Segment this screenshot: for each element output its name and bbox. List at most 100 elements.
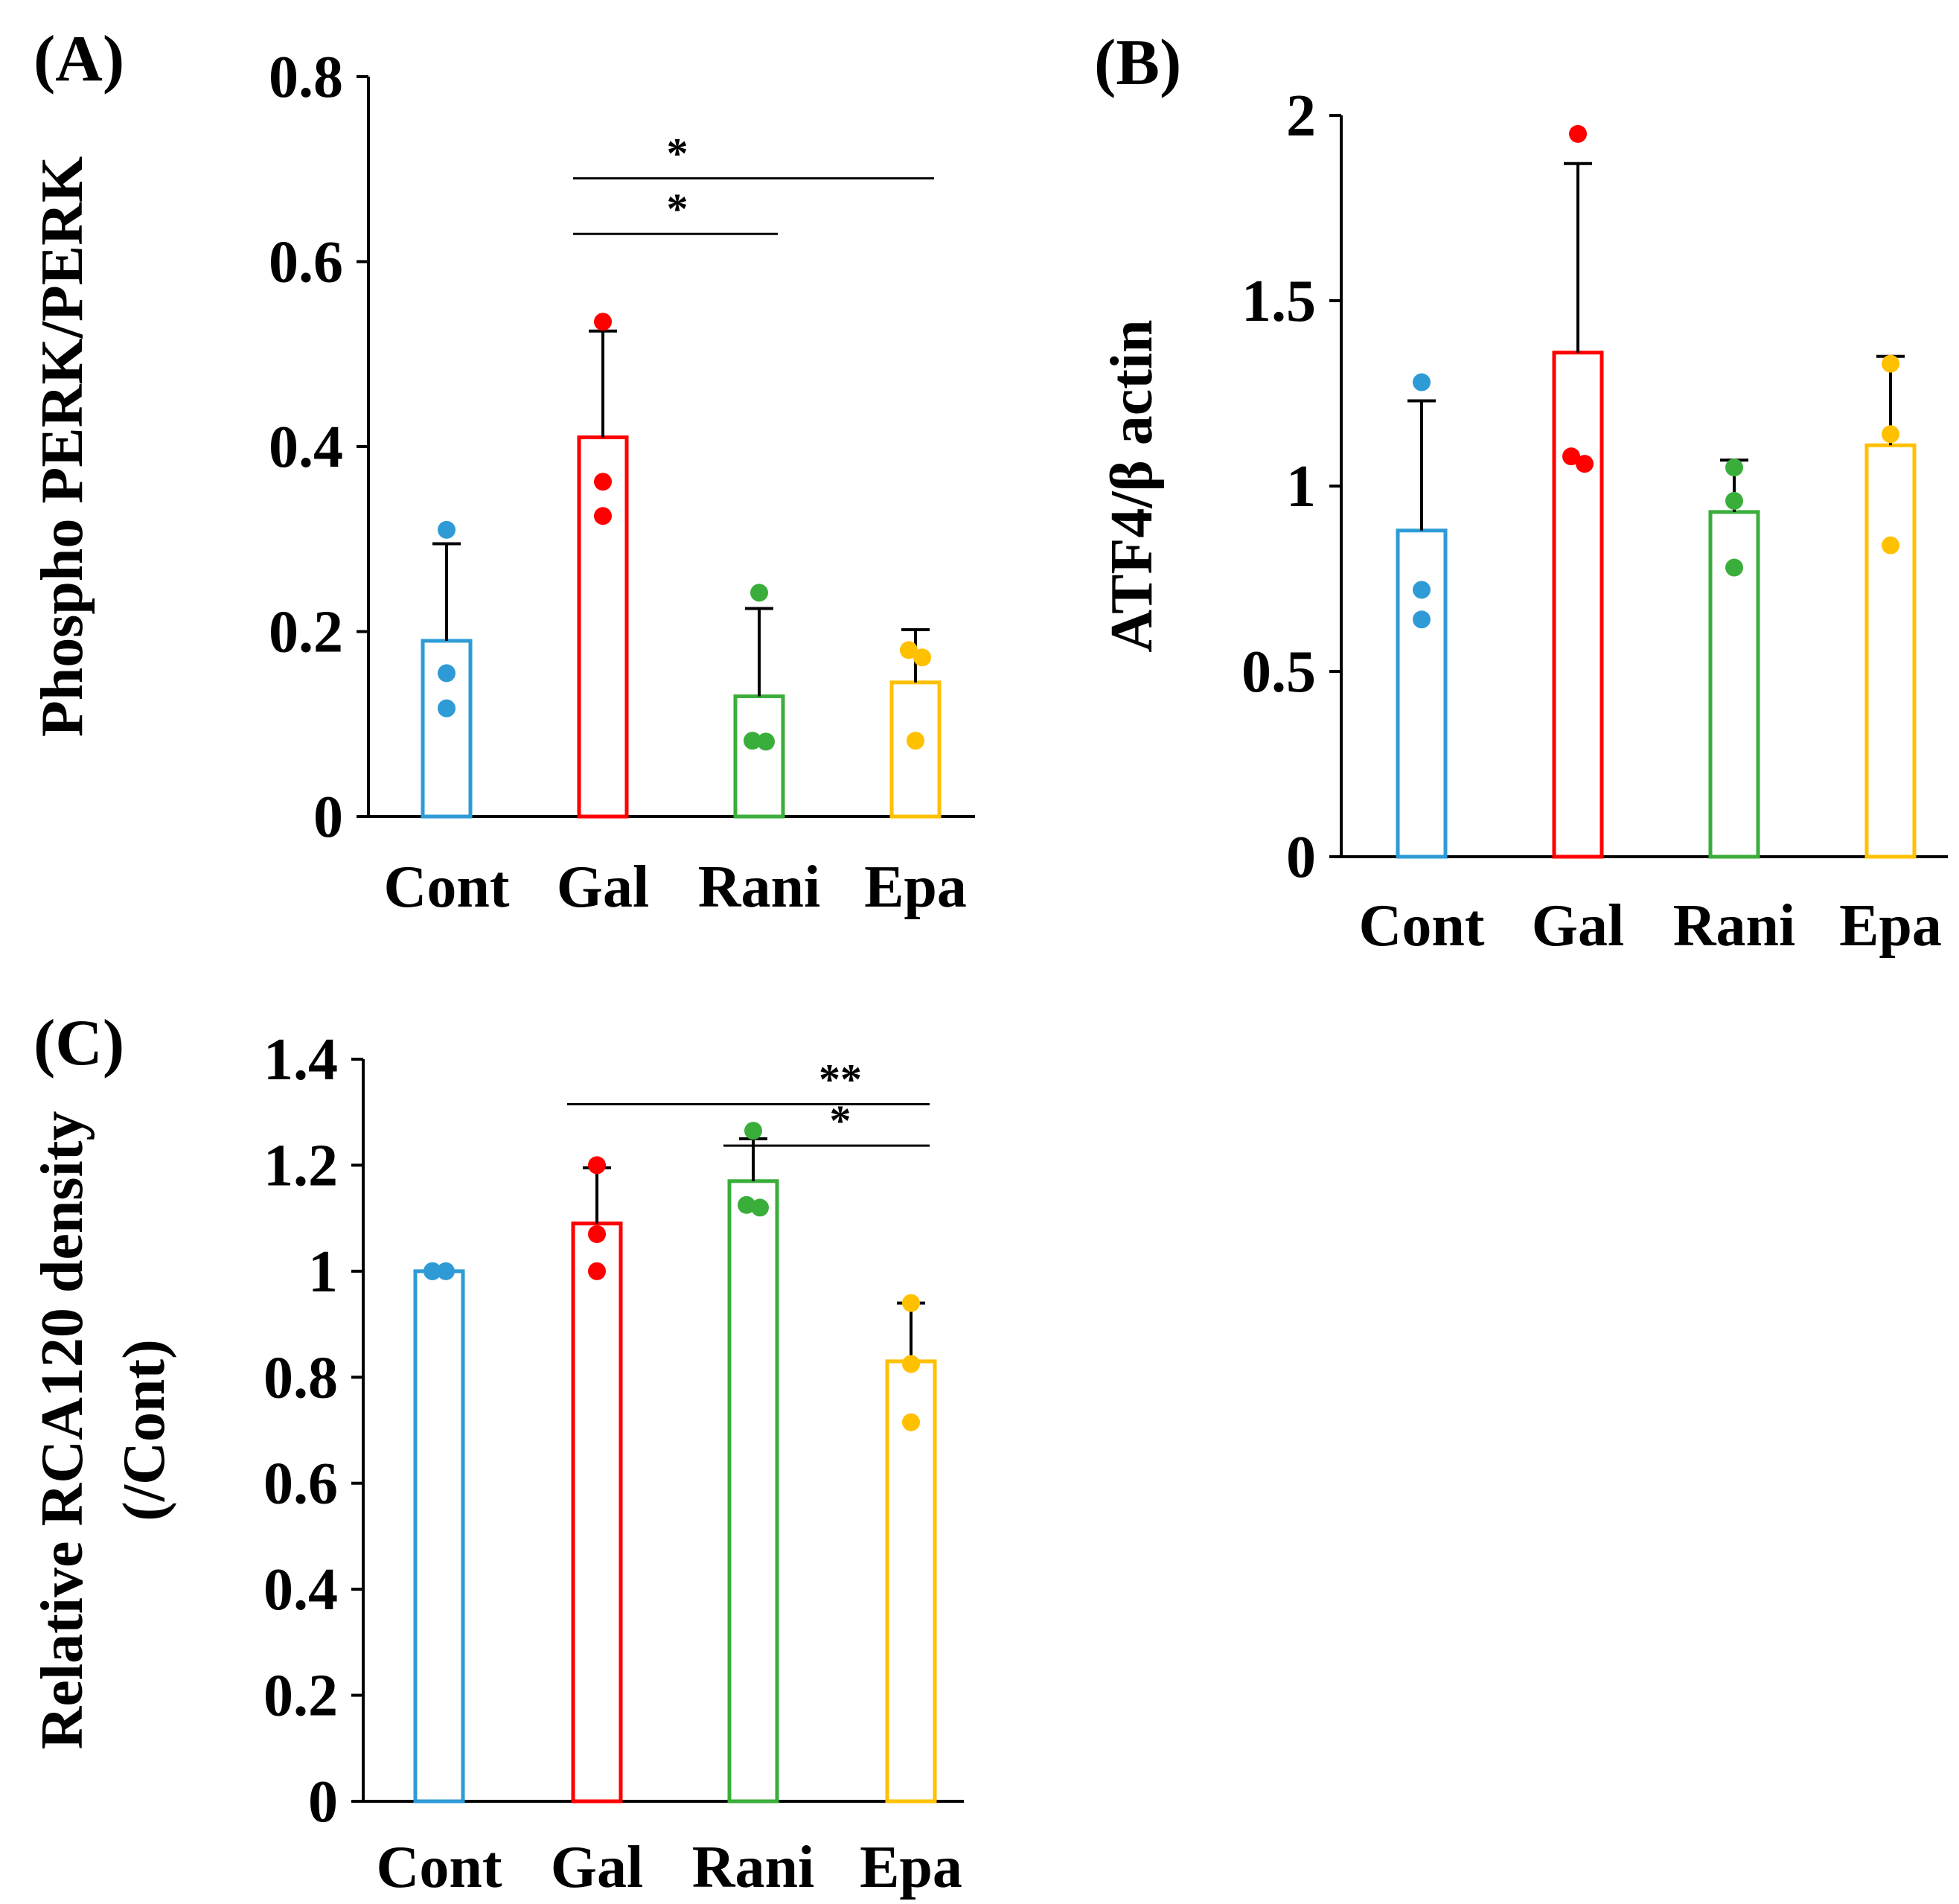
- y-tick-label: 1.2: [263, 1133, 338, 1198]
- data-point: [902, 1355, 920, 1373]
- x-category-label: Epa: [1839, 893, 1942, 959]
- panel-label-b: (B): [1094, 27, 1181, 99]
- data-point: [424, 1262, 441, 1280]
- bar-group-epa: [1864, 354, 1917, 859]
- bar-epa: [885, 1359, 937, 1804]
- data-point: [907, 732, 924, 750]
- x-category-label: Cont: [377, 1835, 502, 1900]
- data-point: [1725, 459, 1743, 477]
- chart-panel-a: (A) Phospho PERK/PERK 0 0.2 0.4 0.6 0.8 Cont Gal…: [30, 23, 975, 920]
- data-point: [588, 1156, 606, 1175]
- significance-label: *: [830, 1096, 851, 1145]
- panel-label-a: (A): [33, 23, 124, 95]
- y-tick-label: 0.6: [263, 1451, 338, 1517]
- y-tick-label: 2: [1286, 83, 1316, 149]
- x-category-label: Cont: [384, 854, 510, 920]
- y-tick-label: 0: [1286, 825, 1316, 890]
- data-point: [1413, 610, 1431, 629]
- data-point: [1725, 491, 1743, 510]
- bar-group-gal: [577, 313, 629, 819]
- data-point: [757, 732, 775, 751]
- y-tick-label: 0.2: [263, 1664, 338, 1729]
- data-point: [438, 699, 456, 718]
- bar-rani: [727, 1179, 779, 1804]
- chart-panel-b: (B) ATF4/β actin 0 0.5 1 1.5 2 Cont Gal Rani Epa: [1094, 27, 1948, 959]
- panel-label-c: (C): [33, 1007, 124, 1079]
- x-category-label: Epa: [864, 854, 967, 920]
- data-point: [1725, 558, 1743, 577]
- y-tick-label: 1.4: [263, 1027, 338, 1093]
- data-point: [588, 1262, 606, 1280]
- bar-cont: [413, 1269, 465, 1804]
- bar-cont: [1396, 528, 1448, 859]
- data-point: [438, 664, 456, 683]
- data-point: [1576, 455, 1594, 473]
- x-category-label: Epa: [860, 1835, 962, 1900]
- data-point: [1413, 581, 1431, 599]
- bar-group-epa: [889, 628, 942, 819]
- x-category-label: Rani: [1673, 893, 1796, 959]
- data-point: [913, 648, 931, 667]
- x-category-label: Rani: [698, 854, 821, 920]
- significance-label: **: [819, 1055, 862, 1104]
- data-point: [594, 473, 612, 491]
- y-tick-label: 0.8: [269, 45, 343, 110]
- x-category-label: Gal: [551, 1835, 643, 1900]
- data-point: [1882, 425, 1899, 444]
- data-point: [1413, 373, 1431, 392]
- y-tick-label: 0.8: [263, 1345, 338, 1411]
- y-tick-label: 1.5: [1241, 269, 1316, 334]
- bar-gal: [571, 1221, 623, 1804]
- data-point: [744, 1122, 762, 1140]
- y-tick-label: 0: [313, 785, 343, 850]
- y-tick-label: 0.4: [269, 415, 343, 480]
- x-category-label: Rani: [692, 1835, 815, 1900]
- data-point: [1882, 536, 1899, 555]
- x-category-label: Gal: [1532, 893, 1624, 959]
- data-point: [1562, 447, 1580, 466]
- bar-epa: [1864, 443, 1917, 859]
- data-point: [438, 520, 456, 539]
- data-point: [900, 641, 918, 659]
- data-point: [751, 1198, 769, 1217]
- y-tick-label: 1: [308, 1239, 338, 1305]
- data-point: [594, 507, 612, 525]
- y-tick-label: 1: [1286, 454, 1316, 520]
- bar-group-cont: [421, 520, 473, 819]
- y-axis-title-line: ATF4/β actin: [1099, 319, 1165, 652]
- y-tick-label: 0.2: [269, 600, 343, 665]
- significance-label: *: [667, 130, 688, 178]
- bar-gal: [1552, 351, 1604, 859]
- x-category-label: Cont: [1359, 893, 1485, 959]
- data-point: [738, 1195, 755, 1214]
- bar-group-cont: [413, 1262, 465, 1804]
- y-axis-title: Relative RCA120 density (/Cont): [30, 1111, 177, 1750]
- bar-group-gal: [571, 1156, 623, 1804]
- y-tick-label: 0.5: [1241, 639, 1316, 705]
- bar-group-rani: [727, 1122, 779, 1804]
- y-axis-title-line: (/Cont): [112, 1339, 177, 1521]
- y-axis-title: ATF4/β actin: [1099, 319, 1165, 652]
- bar-gal: [577, 435, 629, 819]
- data-point: [594, 313, 612, 331]
- bar-group-rani: [733, 584, 785, 819]
- data-point: [588, 1225, 606, 1244]
- data-point: [902, 1413, 920, 1431]
- data-point: [744, 732, 761, 750]
- data-point: [437, 1262, 455, 1280]
- bar-group-gal: [1552, 124, 1604, 859]
- y-tick-label: 0.6: [269, 230, 343, 295]
- bar-rani: [733, 694, 785, 819]
- y-axis-title: Phospho PERK/PERK: [30, 156, 95, 737]
- data-point: [1882, 354, 1899, 373]
- y-axis-title-line: Relative RCA120 density: [30, 1111, 95, 1750]
- y-axis-title-line: Phospho PERK/PERK: [30, 156, 95, 737]
- bar-group-epa: [885, 1294, 937, 1804]
- bar-group-rani: [1708, 459, 1760, 859]
- data-point: [750, 584, 768, 602]
- significance-label: *: [667, 185, 688, 233]
- y-tick-label: 0: [308, 1769, 338, 1835]
- chart-panel-c: (C) Relative RCA120 density (/Cont) 0 0.2 0.4…: [30, 1007, 964, 1900]
- data-point: [902, 1294, 920, 1312]
